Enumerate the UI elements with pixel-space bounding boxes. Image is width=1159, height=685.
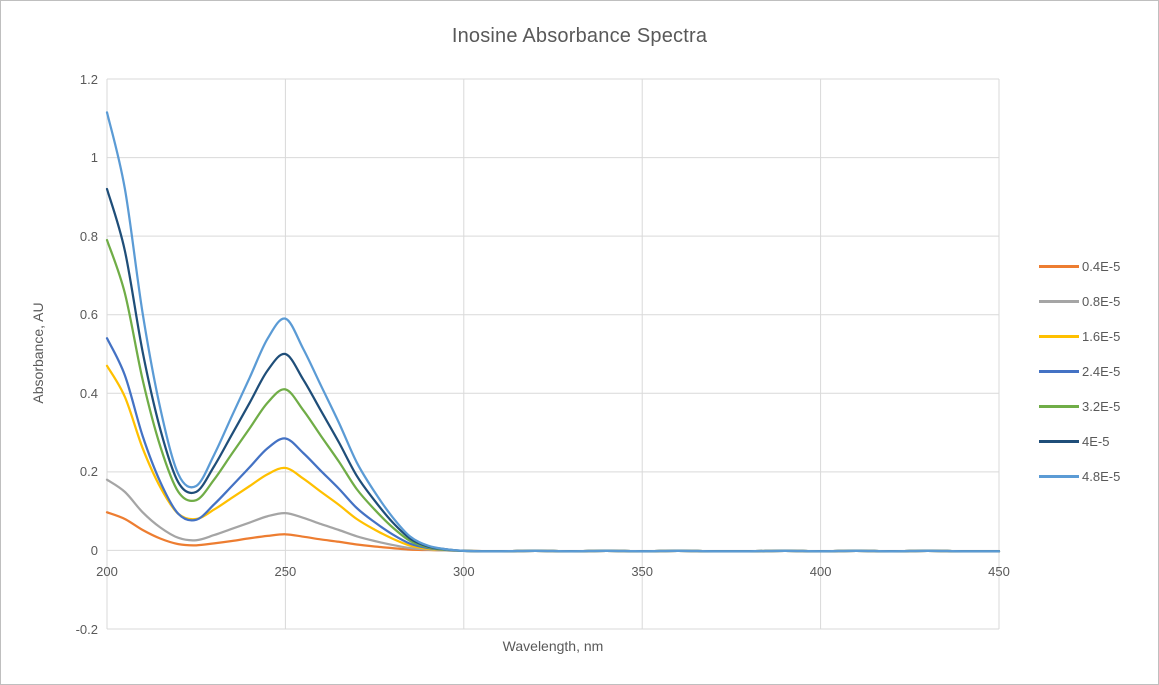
legend-item-3.2E-5: 3.2E-5 [1039, 389, 1157, 424]
legend-label: 0.4E-5 [1082, 259, 1121, 274]
series-line-4.8E-5 [105, 111, 1001, 553]
y-tick-label: 0 [90, 542, 98, 558]
y-tick-label: 1.2 [79, 71, 98, 87]
legend-line-swatch [1039, 405, 1079, 408]
legend-item-4E-5: 4E-5 [1039, 424, 1157, 459]
legend-label: 3.2E-5 [1082, 399, 1121, 414]
x-tick-label: 250 [274, 564, 297, 579]
legend-item-0.4E-5: 0.4E-5 [1039, 249, 1157, 284]
legend-item-2.4E-5: 2.4E-5 [1039, 354, 1157, 389]
legend-line-swatch [1039, 370, 1079, 373]
y-tick-label: -0.2 [75, 621, 98, 637]
x-tick-label: 450 [988, 564, 1010, 579]
x-tick-label: 400 [809, 564, 832, 579]
y-axis-title: Absorbance, AU [30, 302, 46, 404]
legend-line-swatch [1039, 300, 1079, 303]
y-tick-label: 1 [90, 150, 98, 166]
y-tick-label: 0.4 [79, 385, 98, 401]
legend-item-1.6E-5: 1.6E-5 [1039, 319, 1157, 354]
x-tick-label: 350 [631, 564, 654, 579]
legend-line-swatch [1039, 440, 1079, 443]
series-line-2.4E-5 [105, 337, 1001, 553]
y-tick-label: 0.2 [79, 464, 98, 480]
legend: 0.4E-5 0.8E-5 1.6E-5 2.4E-5 3.2E-5 4E-5 4.8E-5 [1039, 249, 1157, 494]
y-tick-label: 0.6 [79, 307, 98, 323]
legend-label: 4E-5 [1082, 434, 1110, 449]
x-tick-label: 200 [96, 564, 118, 579]
legend-item-0.8E-5: 0.8E-5 [1039, 284, 1157, 319]
x-axis-title: Wavelength, nm [502, 638, 604, 654]
legend-label: 4.8E-5 [1082, 469, 1121, 484]
series-line-0.4E-5 [105, 511, 1001, 553]
legend-line-swatch [1039, 335, 1079, 338]
legend-line-swatch [1039, 475, 1079, 478]
legend-label: 0.8E-5 [1082, 294, 1121, 309]
legend-label: 2.4E-5 [1082, 364, 1121, 379]
y-tick-label: 0.8 [79, 228, 98, 244]
legend-item-4.8E-5: 4.8E-5 [1039, 459, 1157, 494]
series-line-4E-5 [105, 187, 1001, 553]
legend-line-swatch [1039, 265, 1079, 268]
x-tick-label: 300 [452, 564, 475, 579]
legend-label: 1.6E-5 [1082, 329, 1121, 344]
chart-title: Inosine Absorbance Spectra [451, 25, 708, 47]
